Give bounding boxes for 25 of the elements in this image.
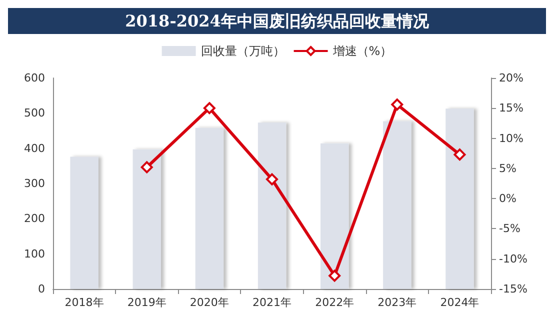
y2-tick-label: 10%: [499, 132, 524, 145]
chart-title: 2018-2024年中国废旧纺织品回收量情况: [125, 12, 430, 30]
legend-label: 增速（%）: [332, 44, 392, 58]
y-tick-label: 300: [24, 177, 45, 190]
y-tick-label: 600: [24, 72, 45, 84]
y-tick-label: 500: [24, 106, 45, 120]
x-tick-label: 2020年: [190, 296, 229, 309]
x-tick-label: 2021年: [252, 296, 292, 309]
x-tick-label: 2019年: [127, 296, 166, 309]
y-tick-label: 400: [24, 142, 45, 155]
x-tick-label: 2022年: [315, 296, 354, 309]
y2-tick-label: 5%: [499, 162, 516, 175]
y2-tick-label: 20%: [499, 72, 524, 84]
y-tick-label: 200: [24, 212, 45, 226]
y2-tick-label: 0%: [499, 192, 516, 206]
x-tick-label: 2024年: [440, 296, 480, 309]
y-tick-label: 0: [38, 282, 45, 296]
y2-tick-label: -15%: [499, 282, 528, 296]
y2-tick-label: -5%: [499, 222, 520, 236]
legend-label: 回收量（万吨）: [200, 44, 285, 58]
x-tick-label: 2023年: [378, 296, 417, 309]
y2-tick-label: 15%: [499, 102, 524, 115]
y2-tick-label: -10%: [499, 252, 528, 266]
y-tick-label: 100: [24, 247, 45, 260]
x-tick-label: 2018年: [64, 296, 104, 309]
